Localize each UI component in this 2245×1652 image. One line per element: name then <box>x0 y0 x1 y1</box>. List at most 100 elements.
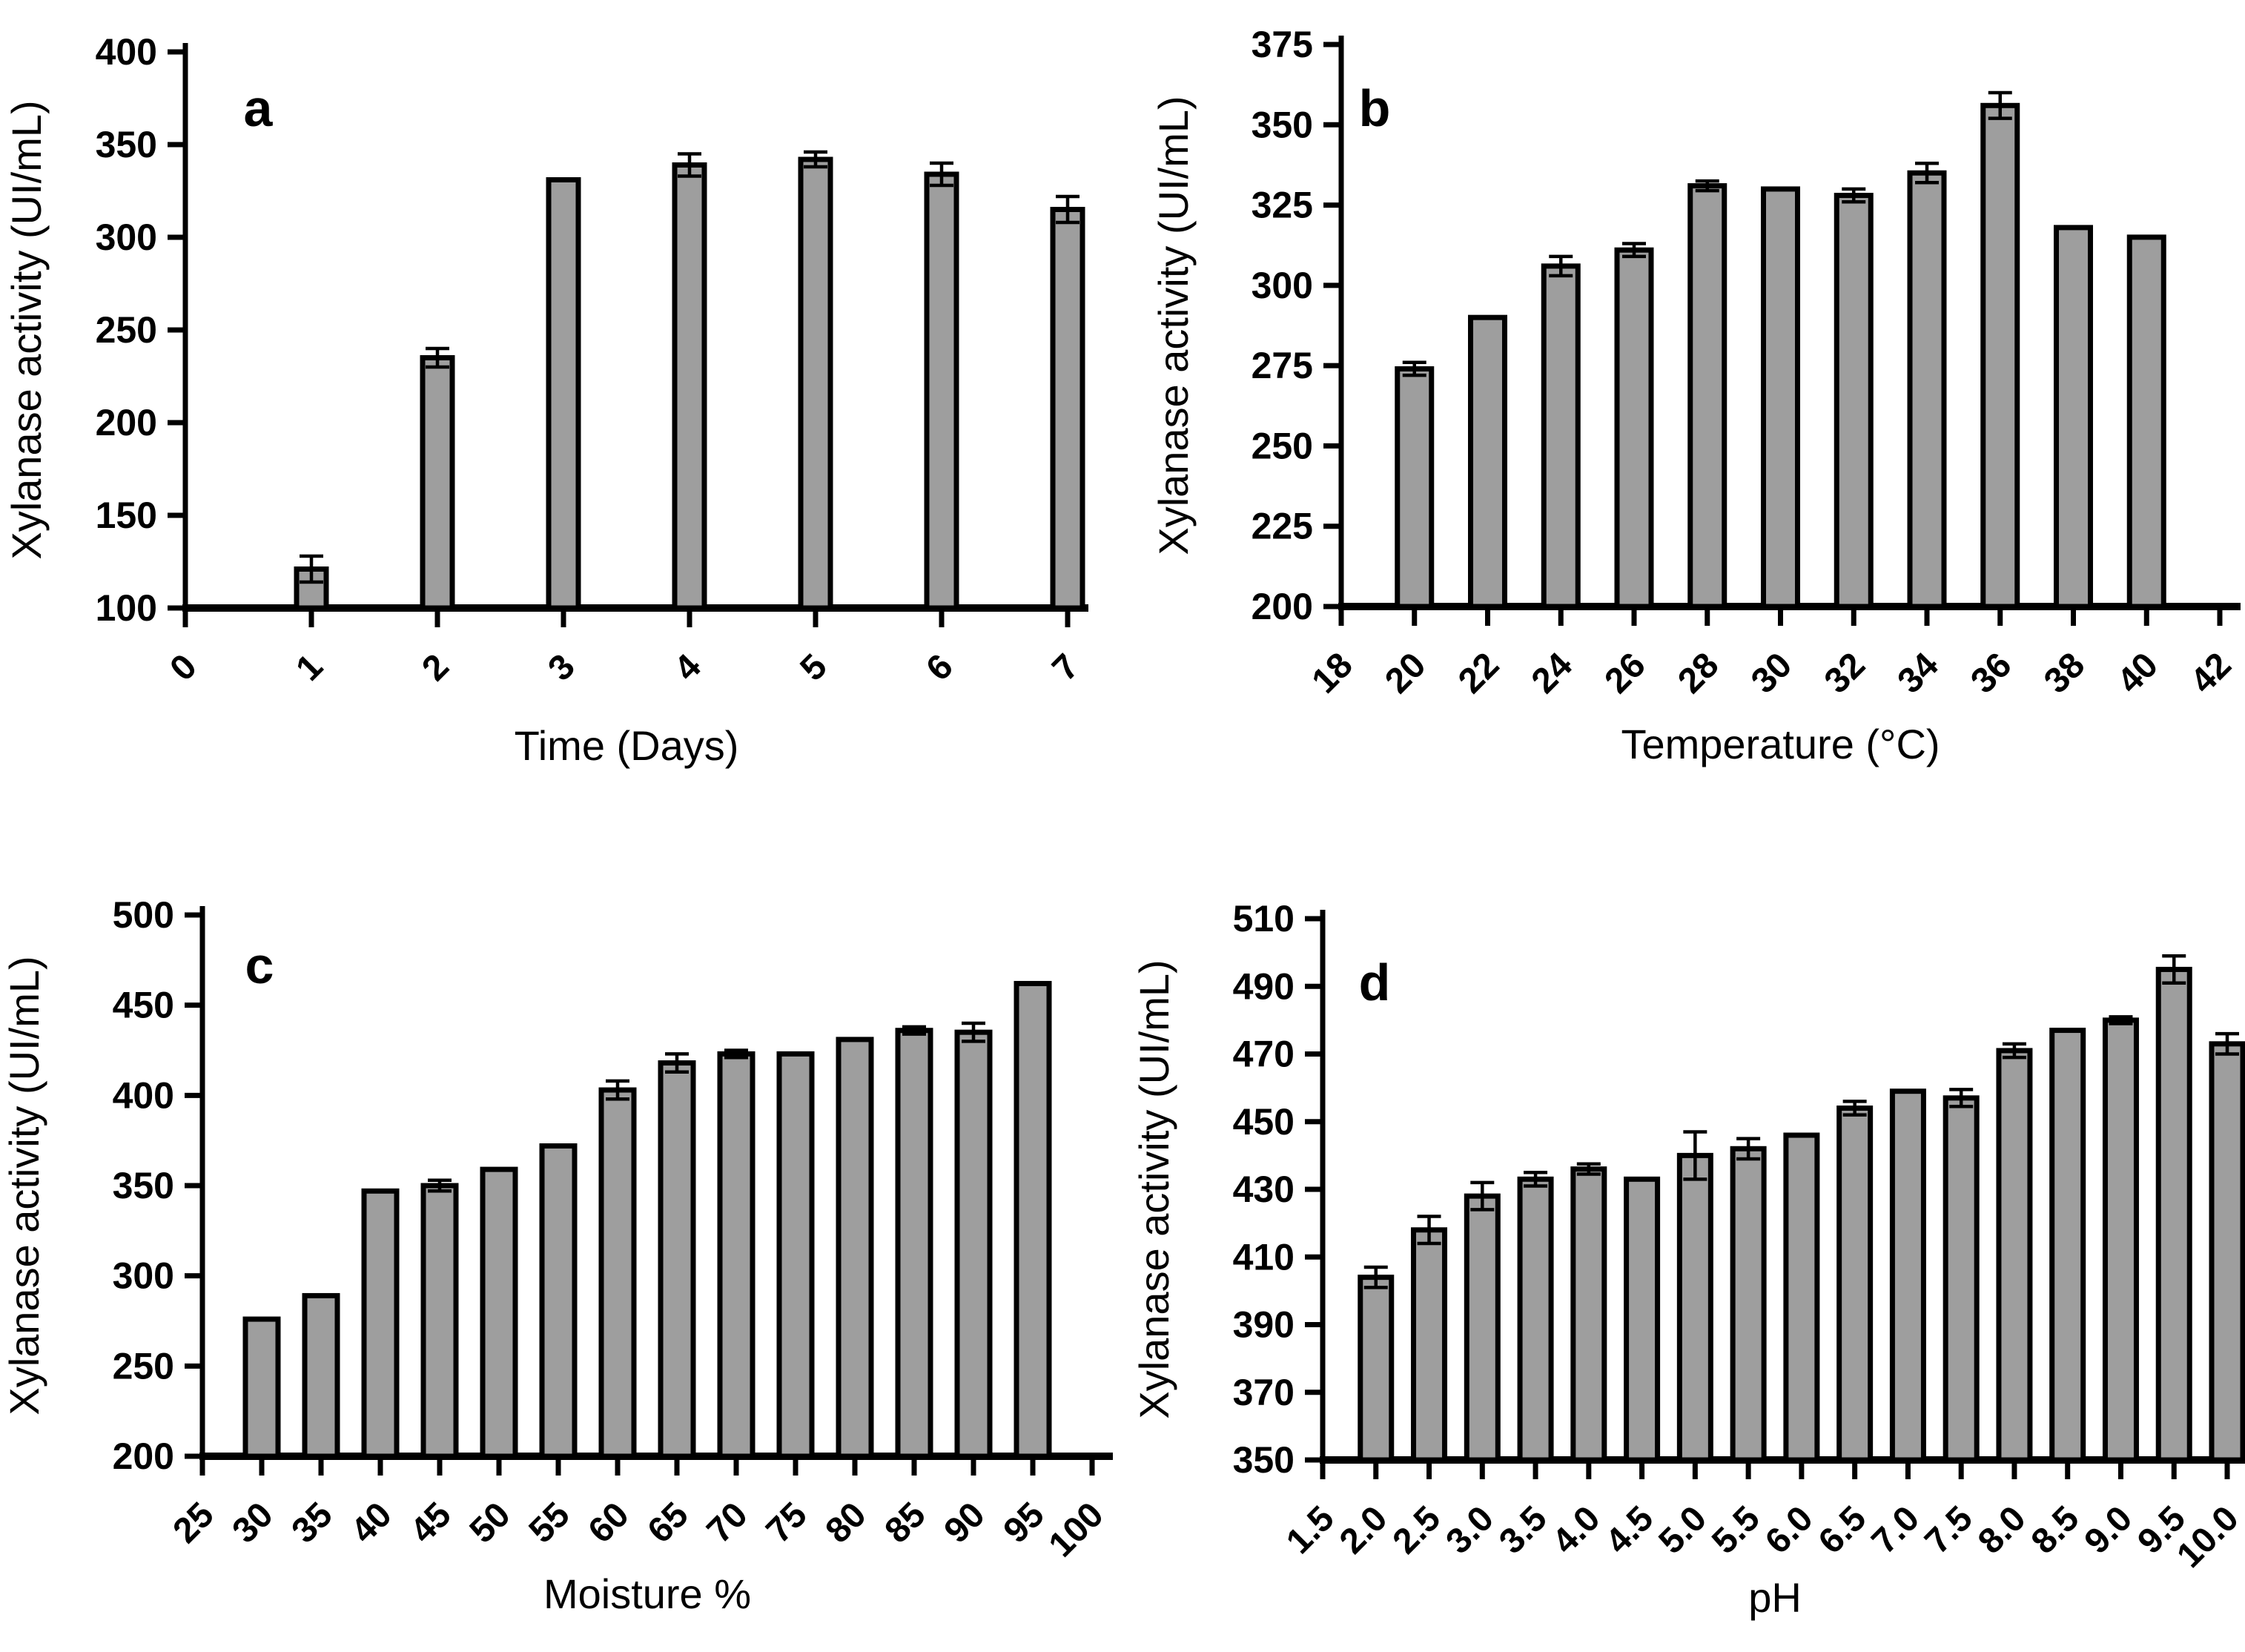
bar <box>2102 1017 2139 1463</box>
x-tick-label: 65 <box>641 1495 696 1550</box>
y-tick-label: 350 <box>96 124 157 165</box>
x-tick-label: 3.0 <box>1438 1499 1501 1562</box>
x-tick-label: 100 <box>1042 1495 1111 1565</box>
x-tick-label: 75 <box>759 1495 815 1550</box>
y-tick-label: 250 <box>1252 425 1313 466</box>
x-tick-label: 35 <box>285 1495 340 1550</box>
x-tick-label: 32 <box>1817 645 1873 701</box>
y-tick-label: 300 <box>1252 265 1313 306</box>
panel-a-chart: 100 150 200 250 300 350 400 0 1 2 3 4 5 6 7 a Time (Days… <box>0 0 1122 826</box>
bar <box>1907 170 1947 609</box>
bar <box>1570 1166 1607 1463</box>
x-tick-label: 40 <box>2110 645 2166 701</box>
bar <box>1889 1088 1926 1463</box>
x-tick-label: 4.5 <box>1598 1499 1662 1562</box>
bar <box>1996 1048 2033 1463</box>
y-tick-label: 490 <box>1233 965 1295 1007</box>
x-tick-label: 70 <box>700 1495 756 1550</box>
bar <box>546 177 581 611</box>
x-tick-label: 3.5 <box>1492 1499 1555 1562</box>
x-tick-label: 2.0 <box>1332 1499 1395 1562</box>
bar <box>1687 183 1727 609</box>
y-tick-label: 225 <box>1252 506 1313 547</box>
bar <box>1014 980 1052 1459</box>
x-tick-label: 95 <box>996 1495 1052 1550</box>
y-tick-label: 150 <box>96 495 157 536</box>
y-tick-label: 250 <box>96 309 157 351</box>
bar <box>776 1051 815 1459</box>
x-axis-title: Moisture % <box>543 1570 751 1617</box>
bar <box>672 162 707 611</box>
x-tick-label: 2.5 <box>1386 1499 1449 1562</box>
bar <box>420 355 455 611</box>
bar <box>598 1087 637 1459</box>
y-tick-label: 450 <box>113 985 174 1026</box>
x-tick-label: 50 <box>463 1495 518 1550</box>
x-tick-label: 6.0 <box>1758 1499 1821 1562</box>
y-tick-label: 450 <box>1233 1101 1295 1143</box>
x-tick-label: 3 <box>540 647 582 688</box>
x-tick-label: 80 <box>819 1495 874 1550</box>
panel-letter: d <box>1359 954 1391 1011</box>
y-axis-title: Xylanase activity (UI/mL) <box>3 100 50 559</box>
y-tick-label: 390 <box>1233 1304 1295 1346</box>
x-tick-label: 24 <box>1524 645 1580 701</box>
bar <box>2155 966 2192 1463</box>
bar <box>924 171 959 611</box>
bar <box>2209 1041 2245 1463</box>
x-tick-label: 25 <box>166 1495 222 1550</box>
bar <box>2054 225 2093 609</box>
x-tick-label: 38 <box>2037 645 2092 701</box>
bar <box>420 1183 459 1459</box>
bar <box>1730 1146 1767 1463</box>
x-tick-label: 10.0 <box>2169 1499 2245 1576</box>
bar <box>1624 1176 1661 1463</box>
x-tick-label: 18 <box>1305 645 1360 701</box>
x-tick-label: 42 <box>2183 645 2239 701</box>
x-tick-label: 7.0 <box>1865 1499 1928 1562</box>
bar <box>1834 193 1874 609</box>
x-tick-label: 30 <box>1744 645 1799 701</box>
y-tick-label: 400 <box>113 1074 174 1116</box>
x-tick-label: 30 <box>225 1495 281 1550</box>
x-tick-label: 5.0 <box>1651 1499 1714 1562</box>
y-tick-label: 400 <box>96 31 157 73</box>
x-tick-label: 45 <box>403 1495 459 1550</box>
bar <box>1395 366 1435 609</box>
bar <box>1836 1106 1874 1463</box>
x-tick-label: 36 <box>1963 645 2019 701</box>
bar <box>836 1037 874 1459</box>
x-axis-title: Time (Days) <box>515 722 739 769</box>
x-tick-label: 28 <box>1670 645 1726 701</box>
y-tick-label: 370 <box>1233 1372 1295 1413</box>
bar <box>361 1188 400 1459</box>
x-tick-label: 7.5 <box>1917 1499 1980 1562</box>
bar <box>1464 1193 1501 1463</box>
panel-b-chart: 200 225 250 275 300 325 350 375 18 20 22 24 26 28 30 32… <box>1122 0 2245 826</box>
bar <box>1468 314 1507 609</box>
y-tick-label: 350 <box>1233 1439 1295 1481</box>
bar <box>798 156 833 611</box>
x-tick-label: 90 <box>937 1495 993 1550</box>
bar <box>2126 234 2166 609</box>
bar <box>1980 102 2020 609</box>
y-tick-label: 325 <box>1252 185 1313 226</box>
x-tick-label: 7 <box>1045 647 1086 688</box>
y-tick-label: 200 <box>113 1435 174 1477</box>
x-tick-label: 5 <box>793 647 834 688</box>
bar <box>658 1060 696 1459</box>
bar <box>717 1051 756 1459</box>
panel-letter: c <box>245 936 274 994</box>
y-tick-label: 350 <box>1252 104 1313 145</box>
bar <box>1517 1176 1554 1463</box>
x-tick-label: 85 <box>878 1495 933 1550</box>
x-tick-label: 5.5 <box>1705 1499 1768 1562</box>
x-tick-label: 22 <box>1451 645 1507 701</box>
y-tick-label: 250 <box>113 1345 174 1387</box>
bar <box>1050 207 1085 611</box>
y-tick-label: 375 <box>1252 24 1313 65</box>
x-tick-label: 1.5 <box>1279 1499 1342 1562</box>
bar <box>954 1029 993 1459</box>
